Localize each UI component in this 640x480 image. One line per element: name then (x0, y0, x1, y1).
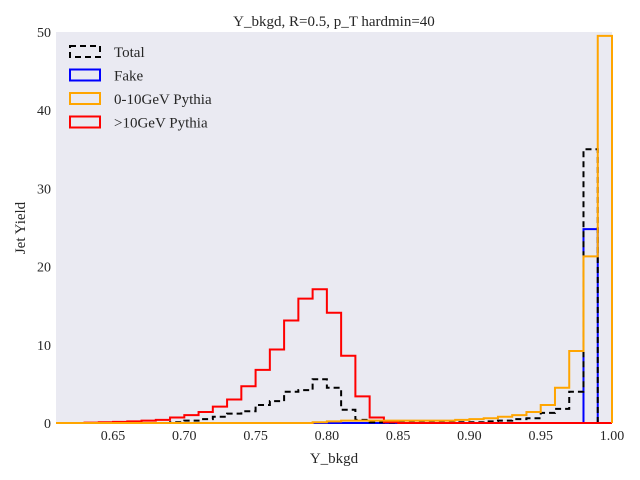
x-tick-label: 0.85 (386, 429, 411, 444)
legend-swatch (69, 115, 101, 129)
x-tick-label: 0.75 (243, 429, 268, 444)
series-0-10gev-pythia-line (56, 34, 613, 424)
legend-swatch (69, 68, 101, 82)
y-tick-label: 10 (37, 339, 51, 354)
x-tick-label: 1.00 (600, 429, 625, 444)
x-tick-label: 0.90 (457, 429, 482, 444)
y-axis-label: Jet Yield (13, 201, 29, 254)
series-layer (56, 34, 613, 424)
x-axis-label: Y_bkgd (310, 451, 359, 467)
legend-swatch (69, 92, 101, 105)
x-tick-label: 0.65 (101, 429, 126, 444)
y-tick-label: 20 (37, 261, 51, 276)
x-tick-label: 0.80 (315, 429, 340, 444)
y-tick-label: 0 (44, 417, 51, 432)
y-tick-label: 40 (37, 104, 51, 119)
legend: Total Fake 0-10GeV Pythia >10GeV Pythia (69, 45, 212, 132)
plot-area (56, 32, 612, 423)
legend-swatch (69, 45, 101, 58)
legend-label: 0-10GeV Pythia (114, 92, 212, 108)
axes-layer: 0.65 0.70 0.75 0.80 0.85 0.90 0.95 1.00 0 10 20 30 4… (37, 26, 624, 444)
x-tick-label: 0.95 (528, 429, 553, 444)
y-tick-label: 30 (37, 182, 51, 197)
y-tick-label: 50 (37, 26, 51, 41)
legend-label: Total (114, 45, 145, 61)
x-tick-label: 0.70 (172, 429, 197, 444)
legend-label: >10GeV Pythia (114, 116, 208, 132)
chart-title: Y_bkgd, R=0.5, p_T hardmin=40 (233, 14, 435, 30)
series-total-line (56, 148, 612, 424)
legend-label: Fake (114, 69, 144, 85)
series-10gev-pythia-line (56, 288, 612, 424)
